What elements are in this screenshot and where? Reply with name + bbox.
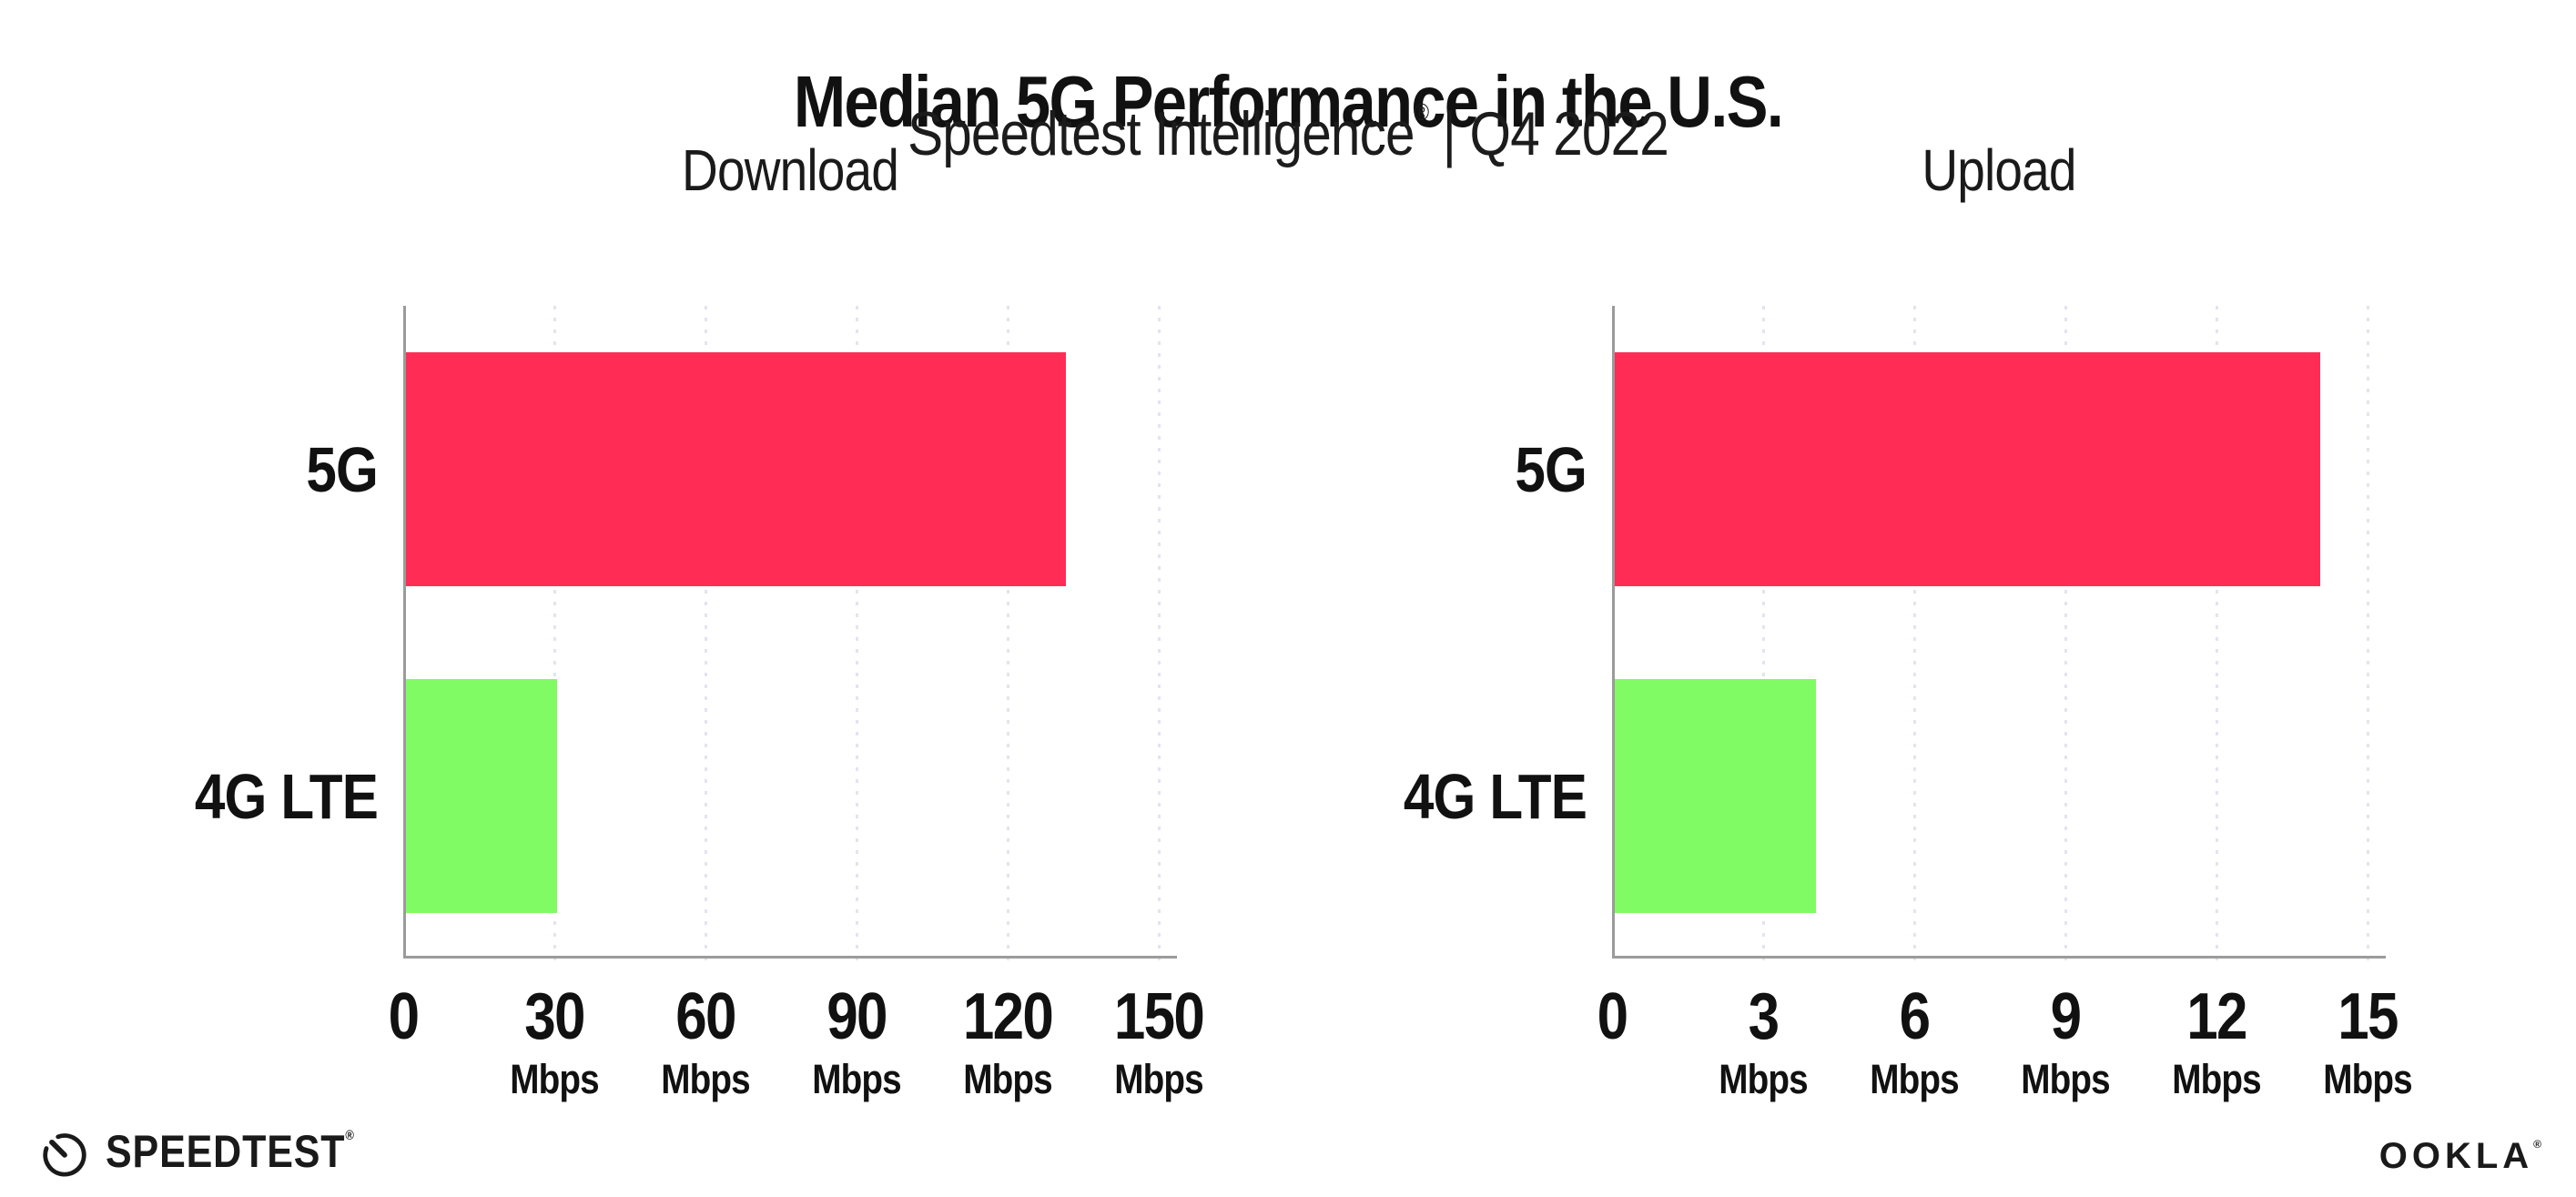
subtitle-separator: | — [1442, 99, 1456, 168]
download-chart-title: Download — [682, 137, 899, 203]
upload-gridline-6 — [1912, 306, 1916, 968]
upload-tick-unit-6: Mbps — [1870, 1056, 1959, 1102]
registered-mark: ® — [1414, 98, 1429, 126]
subtitle-brand: Speedtest Intelligence — [908, 99, 1415, 168]
download-gridline-60 — [704, 306, 707, 968]
upload-gridline-9 — [2064, 306, 2067, 968]
upload-gridline-12 — [2215, 306, 2218, 968]
download-tick-unit-60: Mbps — [661, 1056, 750, 1102]
download-gridline-150 — [1157, 306, 1161, 968]
upload-gridline-3 — [1761, 306, 1765, 968]
download-bar-4g-lte — [406, 679, 557, 913]
download-tick-label-90: 90 — [827, 980, 887, 1053]
upload-chart-title: Upload — [1922, 137, 2076, 203]
upload-bar-5g — [1615, 352, 2320, 586]
download-category-label-4g-lte: 4G LTE — [194, 760, 379, 832]
upload-tick-unit-9: Mbps — [2021, 1056, 2110, 1102]
subtitle-period: Q4 2022 — [1469, 99, 1669, 168]
upload-tick-label-0: 0 — [1597, 980, 1628, 1053]
page-subtitle: Speedtest Intelligence® | Q4 2022 — [180, 98, 2396, 169]
download-tick-label-150: 150 — [1113, 980, 1205, 1053]
download-tick-label-30: 30 — [524, 980, 585, 1053]
upload-tick-label-15: 15 — [2338, 980, 2399, 1053]
download-bar-5g — [406, 352, 1066, 586]
upload-tick-unit-3: Mbps — [1719, 1056, 1808, 1102]
upload-tick-label-12: 12 — [2186, 980, 2247, 1053]
upload-tick-label-9: 9 — [2050, 980, 2082, 1053]
upload-tick-unit-12: Mbps — [2172, 1056, 2261, 1102]
speedtest-logo: SPEEDTEST® — [38, 1125, 394, 1178]
download-tick-unit-120: Mbps — [963, 1056, 1052, 1102]
page-title: Median 5G Performance in the U.S. — [793, 60, 1784, 142]
download-plot-area — [403, 306, 1177, 968]
ookla-trademark: ® — [2533, 1138, 2541, 1151]
download-category-label-5g: 5G — [306, 433, 378, 505]
download-tick-unit-90: Mbps — [812, 1056, 901, 1102]
download-gridline-120 — [1006, 306, 1009, 968]
speedtest-trademark: ® — [345, 1128, 354, 1143]
ookla-wordmark: OOKLA® — [2378, 1136, 2541, 1176]
download-gridline-90 — [855, 306, 858, 968]
upload-gridline-15 — [2366, 306, 2369, 968]
download-gridline-30 — [553, 306, 556, 968]
upload-tick-label-6: 6 — [1899, 980, 1931, 1053]
download-tick-label-0: 0 — [388, 980, 420, 1053]
upload-tick-label-3: 3 — [1748, 980, 1780, 1053]
upload-plot-area — [1612, 306, 2386, 968]
ookla-logo: OOKLA® — [2379, 1136, 2541, 1177]
download-tick-label-60: 60 — [675, 980, 736, 1053]
upload-bar-4g-lte — [1615, 679, 1816, 913]
speedtest-wordmark: SPEEDTEST® — [106, 1126, 354, 1177]
download-tick-unit-30: Mbps — [510, 1056, 599, 1102]
upload-tick-unit-15: Mbps — [2323, 1056, 2412, 1102]
upload-x-axis — [1612, 956, 2386, 959]
download-tick-label-120: 120 — [962, 980, 1054, 1053]
speedtest-gauge-icon — [38, 1125, 91, 1178]
upload-category-label-5g: 5G — [1515, 433, 1587, 505]
download-tick-unit-150: Mbps — [1114, 1056, 1203, 1102]
download-x-axis — [403, 956, 1177, 959]
upload-category-label-4g-lte: 4G LTE — [1403, 760, 1587, 832]
